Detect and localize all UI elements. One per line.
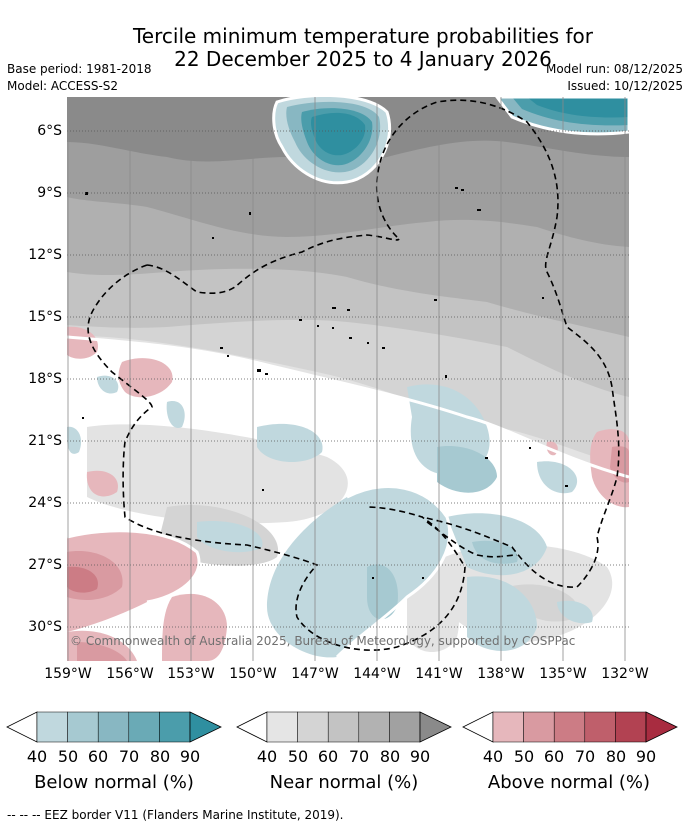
model-run-date: Model run: 08/12/2025 xyxy=(545,62,683,76)
colorbar-tick: 90 xyxy=(635,747,657,766)
colorbar-segment xyxy=(523,711,555,743)
colorbar-tick: 50 xyxy=(513,747,535,766)
issued-date: Issued: 10/12/2025 xyxy=(567,79,683,93)
colorbar-segment xyxy=(492,711,524,743)
eez-legend-footer: -- -- -- EEZ border V11 (Flanders Marine… xyxy=(7,808,344,822)
colorbar-label-above: Above normal (%) xyxy=(487,772,651,793)
colorbar-above-normal xyxy=(462,711,678,743)
eez-border-east xyxy=(375,99,620,588)
colorbar-tick: 90 xyxy=(409,747,431,766)
lat-label: 27°S xyxy=(28,557,62,573)
colorbar-label-near: Near normal (%) xyxy=(269,772,419,793)
colorbar-under-extend xyxy=(462,711,494,743)
colorbar-tick: 80 xyxy=(379,747,401,766)
lon-label: 153°W xyxy=(167,666,215,682)
map-title-line1: Tercile minimum temperature probabilitie… xyxy=(132,24,594,48)
eez-border-center xyxy=(146,234,400,294)
colorbar-tick: 70 xyxy=(348,747,370,766)
colorbar-segment xyxy=(128,711,160,743)
colorbar-tick: 80 xyxy=(149,747,171,766)
colorbar-over-extend xyxy=(645,711,678,743)
map-title-line2: 22 December 2025 to 4 January 2026 xyxy=(174,47,552,71)
lon-label: 138°W xyxy=(477,666,525,682)
colorbar-segment xyxy=(358,711,390,743)
colorbar-segment xyxy=(36,711,68,743)
model-name: Model: ACCESS-S2 xyxy=(7,79,119,93)
colorbar-tick: 60 xyxy=(543,747,565,766)
colorbar-tick: 50 xyxy=(287,747,309,766)
colorbar-segment xyxy=(327,711,360,743)
lat-label: 18°S xyxy=(28,371,62,387)
lon-label: 132°W xyxy=(601,666,649,682)
copyright-notice: © Commonwealth of Australia 2025, Bureau… xyxy=(70,634,576,648)
colorbar-tick: 60 xyxy=(87,747,109,766)
colorbar-tick: 40 xyxy=(26,747,48,766)
lon-gridlines xyxy=(67,97,626,661)
colorbar-tick: 50 xyxy=(57,747,79,766)
lon-label: 147°W xyxy=(291,666,339,682)
eez-border-west xyxy=(87,264,466,651)
colorbar-segment xyxy=(67,711,99,743)
above-normal-patch-west xyxy=(67,326,98,359)
colorbar-label-below: Below normal (%) xyxy=(34,772,194,793)
lat-label: 24°S xyxy=(28,495,62,511)
colorbar-tick: 40 xyxy=(256,747,278,766)
lon-label: 150°W xyxy=(229,666,277,682)
colorbar-segment xyxy=(584,711,616,743)
colorbar-under-extend xyxy=(6,711,38,743)
lon-label: 141°W xyxy=(415,666,463,682)
colorbar-over-extend xyxy=(419,711,452,743)
colorbar-segment xyxy=(266,711,298,743)
colorbar-tick: 40 xyxy=(482,747,504,766)
colorbar-segment xyxy=(97,711,130,743)
colorbar-segment xyxy=(159,711,191,743)
colorbar-tick: 70 xyxy=(574,747,596,766)
lat-label: 15°S xyxy=(28,309,62,325)
probability-map xyxy=(67,97,629,661)
colorbar-tick: 70 xyxy=(118,747,140,766)
colorbar-segment xyxy=(615,711,647,743)
colorbar-below-normal xyxy=(6,711,222,743)
colorbar-segment xyxy=(553,711,586,743)
colorbar-segment xyxy=(389,711,421,743)
lat-label: 30°S xyxy=(28,619,62,635)
lon-label: 156°W xyxy=(106,666,154,682)
colorbar-segment xyxy=(297,711,329,743)
lon-label: 159°W xyxy=(44,666,92,682)
colorbar-tick: 60 xyxy=(317,747,339,766)
colorbar-tick: 90 xyxy=(179,747,201,766)
lat-label: 12°S xyxy=(28,247,62,263)
lon-label: 135°W xyxy=(539,666,587,682)
lat-label: 9°S xyxy=(37,185,62,201)
lat-label: 6°S xyxy=(37,123,62,139)
lat-label: 21°S xyxy=(28,433,62,449)
base-period: Base period: 1981-2018 xyxy=(7,62,152,76)
colorbar-under-extend xyxy=(236,711,268,743)
lon-label: 144°W xyxy=(353,666,401,682)
lat-gridlines xyxy=(67,130,629,628)
colorbar-near-normal xyxy=(236,711,452,743)
colorbar-tick: 80 xyxy=(605,747,627,766)
colorbar-over-extend xyxy=(189,711,222,743)
